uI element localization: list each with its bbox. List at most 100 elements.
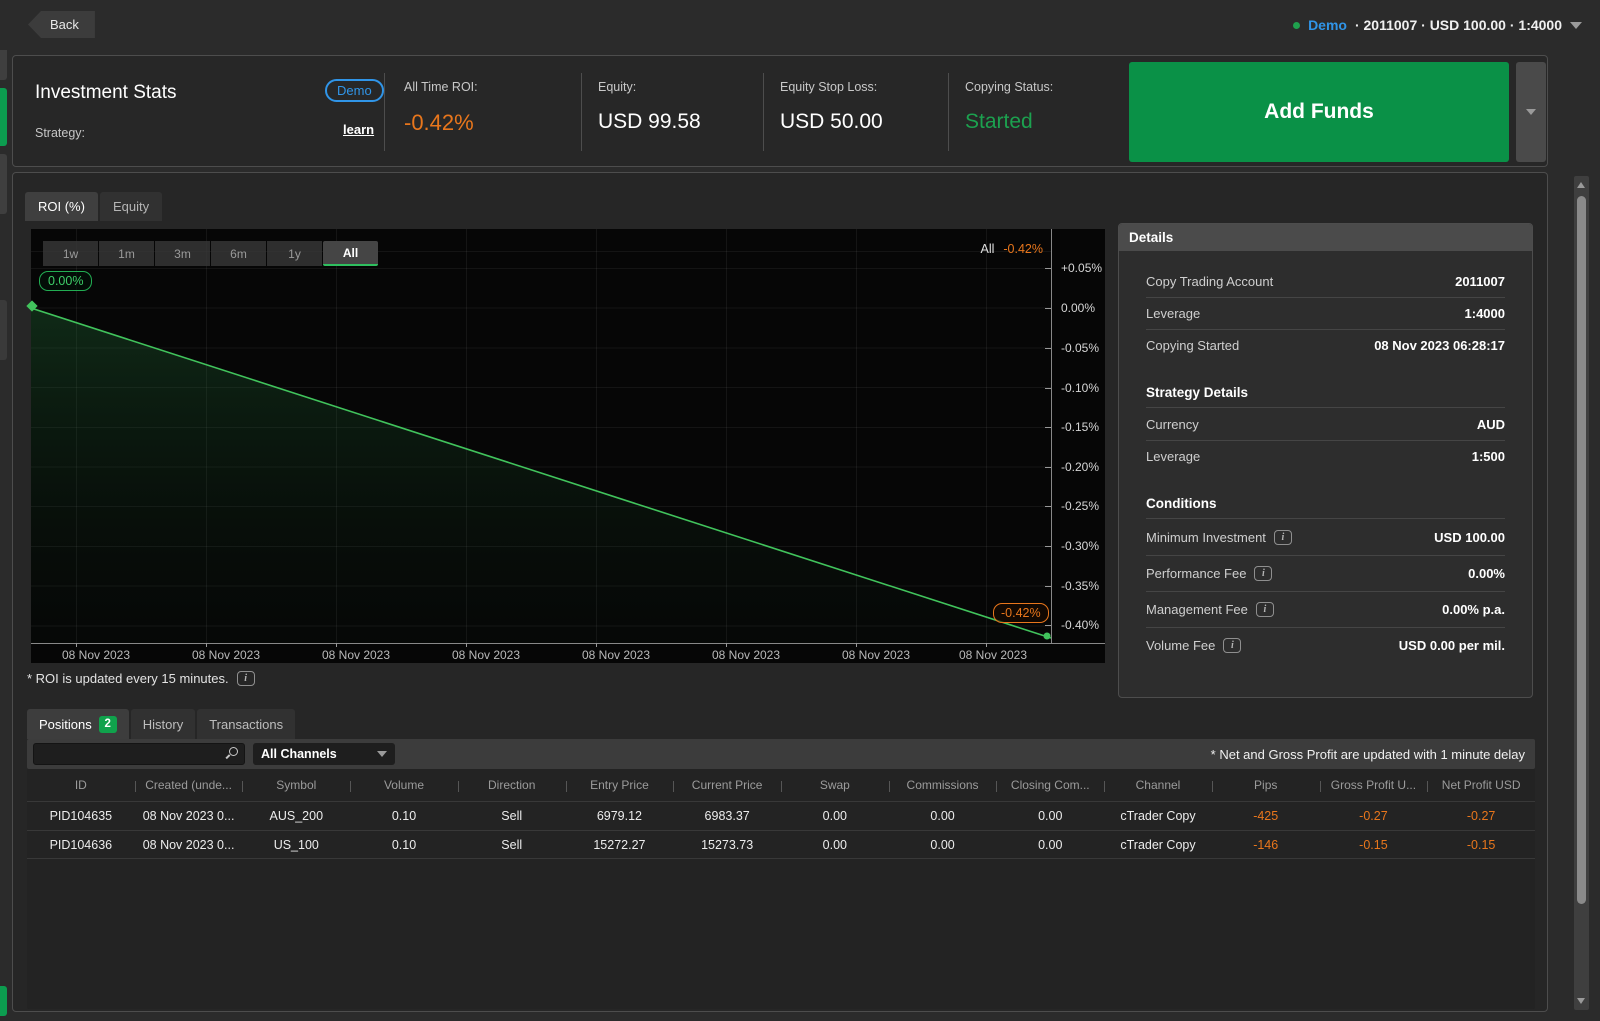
col-entry-price[interactable]: Entry Price — [566, 778, 674, 792]
x-axis-line — [31, 643, 1105, 644]
col-pips[interactable]: Pips — [1212, 778, 1320, 792]
detail-row: Volume Fee USD 0.00 per mil. — [1146, 627, 1505, 663]
y-tick-mark — [1045, 348, 1051, 349]
search-icon[interactable] — [228, 747, 238, 757]
add-funds-dropdown-toggle[interactable] — [1516, 62, 1546, 162]
col-direction[interactable]: Direction — [458, 778, 566, 792]
cell-entry-price: 15272.27 — [566, 838, 674, 852]
col-commissions[interactable]: Commissions — [889, 778, 997, 792]
y-tick-label: -0.15% — [1061, 419, 1099, 435]
roi-chart: +0.05% 0.00% -0.05% -0.10% -0.15% -0.20%… — [31, 229, 1105, 663]
range-all[interactable]: All — [323, 241, 378, 266]
add-funds-button[interactable]: Add Funds — [1129, 62, 1509, 162]
cell-gross-profit: -0.15 — [1320, 838, 1428, 852]
range-1m[interactable]: 1m — [99, 241, 154, 266]
channel-filter-select[interactable]: All Channels — [253, 743, 395, 765]
x-tick-mark — [206, 643, 207, 647]
info-icon[interactable] — [237, 671, 255, 686]
x-tick-mark — [986, 643, 987, 647]
y-axis-line — [1051, 229, 1052, 643]
y-tick-mark — [1045, 388, 1051, 389]
col-symbol[interactable]: Symbol — [242, 778, 350, 792]
col-current-price[interactable]: Current Price — [673, 778, 781, 792]
tab-roi[interactable]: ROI (%) — [25, 192, 98, 221]
detail-label: Performance Fee — [1146, 566, 1246, 581]
tab-transactions[interactable]: Transactions — [197, 709, 295, 739]
col-swap[interactable]: Swap — [781, 778, 889, 792]
info-icon[interactable] — [1223, 638, 1241, 653]
detail-value: 0.00% p.a. — [1442, 602, 1505, 617]
cell-gross-profit: -0.27 — [1320, 809, 1428, 823]
y-tick-mark — [1045, 586, 1051, 587]
y-tick-mark — [1045, 546, 1051, 547]
col-channel[interactable]: Channel — [1104, 778, 1212, 792]
cell-net-profit: -0.15 — [1427, 838, 1535, 852]
divider — [581, 73, 582, 151]
table-row[interactable]: PID104635 08 Nov 2023 0... AUS_200 0.10 … — [27, 801, 1535, 830]
investment-stats-header: Investment Stats Strategy: Demo learn Al… — [12, 55, 1548, 167]
y-tick-label: +0.05% — [1061, 260, 1102, 276]
detail-label: Copy Trading Account — [1146, 274, 1273, 289]
tab-positions[interactable]: Positions 2 — [27, 709, 129, 739]
cell-commissions: 0.00 — [889, 838, 997, 852]
col-closing-commissions[interactable]: Closing Com... — [996, 778, 1104, 792]
y-tick-label: -0.20% — [1061, 459, 1099, 475]
stat-label: Equity Stop Loss: — [780, 80, 883, 94]
detail-row: Management Fee 0.00% p.a. — [1146, 591, 1505, 627]
stat-value: -0.42% — [404, 110, 478, 136]
account-switcher[interactable]: Demo · 2011007 · USD 100.00 · 1:4000 — [1293, 0, 1582, 50]
scrollbar-thumb[interactable] — [1577, 196, 1586, 904]
cell-pips: -146 — [1212, 838, 1320, 852]
col-net-profit[interactable]: Net Profit USD — [1427, 778, 1535, 792]
tab-equity[interactable]: Equity — [100, 192, 162, 221]
range-1w[interactable]: 1w — [43, 241, 98, 266]
search-input[interactable] — [33, 743, 245, 765]
scroll-up-arrow[interactable] — [1577, 182, 1585, 188]
stat-copying-status: Copying Status: Started — [965, 80, 1053, 134]
y-tick-label: 0.00% — [1061, 300, 1095, 316]
vertical-scrollbar[interactable] — [1574, 176, 1589, 1010]
stat-equity-stop-loss: Equity Stop Loss: USD 50.00 — [780, 80, 883, 134]
cell-direction: Sell — [458, 809, 566, 823]
back-button[interactable]: Back — [28, 11, 95, 38]
chevron-down-icon — [1526, 109, 1536, 115]
detail-row: Currency AUD — [1146, 408, 1505, 440]
info-icon[interactable] — [1274, 530, 1292, 545]
col-gross-profit[interactable]: Gross Profit U... — [1320, 778, 1428, 792]
x-tick-label: 08 Nov 2023 — [582, 648, 650, 662]
cell-swap: 0.00 — [781, 838, 889, 852]
info-icon[interactable] — [1256, 602, 1274, 617]
table-row[interactable]: PID104636 08 Nov 2023 0... US_100 0.10 S… — [27, 830, 1535, 859]
details-strategy-group: Currency AUD Leverage 1:500 — [1146, 408, 1505, 472]
search-field — [33, 743, 245, 765]
detail-value: 1:4000 — [1465, 306, 1505, 321]
scroll-down-arrow[interactable] — [1577, 998, 1585, 1004]
y-tick-label: -0.10% — [1061, 380, 1099, 396]
col-created[interactable]: Created (unde... — [135, 778, 243, 792]
learn-link[interactable]: learn — [343, 122, 374, 137]
channel-filter-value: All Channels — [261, 747, 337, 761]
positions-table: ID Created (unde... Symbol Volume Direct… — [27, 769, 1535, 859]
account-status-dot — [1293, 22, 1300, 29]
cell-id: PID104635 — [27, 809, 135, 823]
conditions-section-title: Conditions — [1146, 488, 1505, 519]
cell-entry-price: 6979.12 — [566, 809, 674, 823]
range-3m[interactable]: 3m — [155, 241, 210, 266]
y-tick-label: -0.30% — [1061, 538, 1099, 554]
y-tick-label: -0.35% — [1061, 578, 1099, 594]
detail-value: USD 0.00 per mil. — [1399, 638, 1505, 653]
range-6m[interactable]: 6m — [211, 241, 266, 266]
roi-footnote: * ROI is updated every 15 minutes. — [27, 671, 255, 686]
y-tick-mark — [1045, 625, 1051, 626]
col-volume[interactable]: Volume — [350, 778, 458, 792]
cell-swap: 0.00 — [781, 809, 889, 823]
range-1y[interactable]: 1y — [267, 241, 322, 266]
x-tick-mark — [76, 643, 77, 647]
tab-history[interactable]: History — [131, 709, 195, 739]
info-icon[interactable] — [1254, 566, 1272, 581]
col-id[interactable]: ID — [27, 778, 135, 792]
cell-symbol: US_100 — [242, 838, 350, 852]
left-edge-item — [0, 154, 7, 214]
left-edge-item-active — [0, 88, 7, 146]
x-tick-label: 08 Nov 2023 — [192, 648, 260, 662]
